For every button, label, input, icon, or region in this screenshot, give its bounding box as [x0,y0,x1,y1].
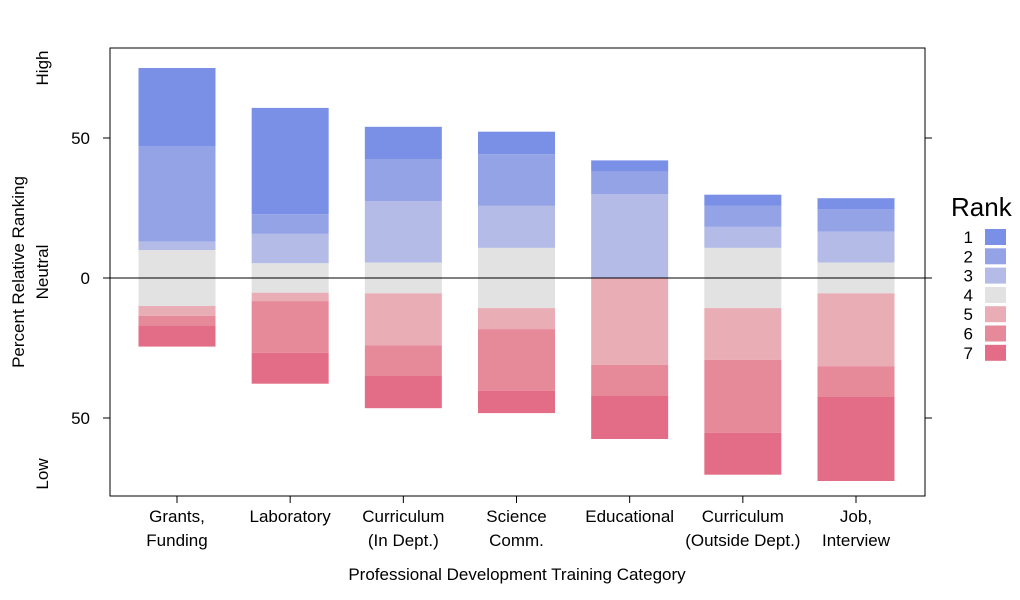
bar-rank-3-cat-5 [704,226,782,248]
bar-rank-1-cat-0 [138,68,216,147]
bar-rank-3-cat-6 [817,231,895,263]
bar-rank-7-cat-3 [478,390,555,414]
bar-rank-5-cat-1 [251,292,329,302]
legend-label-3: 3 [964,267,973,286]
legend-swatch-4 [985,286,1006,303]
bar-rank-7-cat-0 [138,325,216,347]
legend-swatch-3 [985,267,1006,284]
y-axis-title: Percent Relative Ranking [9,176,28,368]
x-tick-label-2-0: Curriculum [362,507,444,526]
bar-rank-1-cat-6 [817,198,895,210]
bar-rank-7-cat-4 [591,395,669,439]
y-label-high: High [33,51,52,86]
bar-rank-2-cat-0 [138,146,216,242]
legend-label-4: 4 [964,286,973,305]
y-axis: 50 0 50 [71,129,932,428]
y-tick-label-2: 50 [71,409,90,428]
bar-rank-5-cat-2 [364,293,442,346]
bar-rank-5-cat-4 [591,278,669,365]
x-tick-label-3-1: Comm. [489,531,544,550]
bar-rank-7-cat-2 [364,376,442,409]
bar-rank-6-cat-2 [364,345,442,376]
bar-rank-6-cat-4 [591,364,669,396]
x-tick-label-3-0: Science [486,507,546,526]
plot-frame [109,47,926,497]
bar-rank-5-cat-6 [817,293,895,367]
x-axis: Grants, Funding Laboratory Curriculum (In De… [146,496,891,550]
bar-rank-6-cat-1 [251,301,329,353]
bar-rank-1-cat-2 [364,126,442,159]
bar-rank-5-cat-3 [478,308,555,330]
legend-label-7: 7 [964,344,973,363]
y-tick-label-1: 0 [81,269,90,288]
x-tick-label-5-1: (Outside Dept.) [685,531,800,550]
bar-rank-7-cat-6 [817,397,895,481]
x-tick-label-2-1: (In Dept.) [368,531,439,550]
bar-rank-6-cat-5 [704,359,782,433]
bar-rank-1-cat-1 [251,107,329,215]
bar-rank-5-cat-5 [704,308,782,360]
y-label-low: Low [33,458,52,490]
bar-rank-6-cat-6 [817,366,895,397]
legend-label-1: 1 [964,228,973,247]
legend-swatch-6 [985,325,1006,342]
legend-swatch-2 [985,248,1006,265]
bar-rank-1-cat-3 [478,131,555,155]
legend-title: Rank [951,192,1013,222]
x-tick-label-4-0: Educational [585,507,674,526]
bar-rank-5-cat-0 [138,306,216,316]
bar-rank-6-cat-0 [138,315,216,326]
bar-rank-2-cat-3 [478,154,555,206]
y-label-neutral: Neutral [33,245,52,300]
x-tick-label-6-0: Job, [840,507,872,526]
bar-rank-3-cat-1 [251,233,329,264]
legend-label-6: 6 [964,325,973,344]
bar-rank-2-cat-2 [364,159,442,201]
bar-rank-3-cat-0 [138,241,216,250]
legend-swatch-1 [985,229,1006,245]
legend-label-2: 2 [964,247,973,266]
legend-swatch-5 [985,306,1006,323]
bar-rank-1-cat-5 [704,194,782,206]
bar-rank-2-cat-6 [817,209,895,232]
bar-rank-7-cat-5 [704,432,782,475]
bar-rank-2-cat-1 [251,214,329,234]
bars-layer [138,68,895,481]
x-axis-title: Professional Development Training Catego… [348,565,686,584]
bar-rank-6-cat-3 [478,329,555,391]
x-tick-label-6-1: Interview [822,531,891,550]
bar-rank-1-cat-4 [591,160,669,172]
bar-rank-2-cat-4 [591,171,669,194]
bar-rank-3-cat-2 [364,201,442,263]
y-tick-label-0: 50 [71,129,90,148]
x-tick-label-0-1: Funding [146,531,207,550]
x-tick-label-5-0: Curriculum [702,507,784,526]
bar-rank-3-cat-3 [478,205,555,248]
bar-rank-2-cat-5 [704,205,782,227]
legend-label-5: 5 [964,305,973,324]
bar-rank-7-cat-1 [251,352,329,384]
x-tick-label-1-0: Laboratory [250,507,332,526]
legend-swatch-7 [985,344,1006,361]
bar-rank-3-cat-4 [591,194,669,278]
x-tick-label-0-0: Grants, [149,507,205,526]
